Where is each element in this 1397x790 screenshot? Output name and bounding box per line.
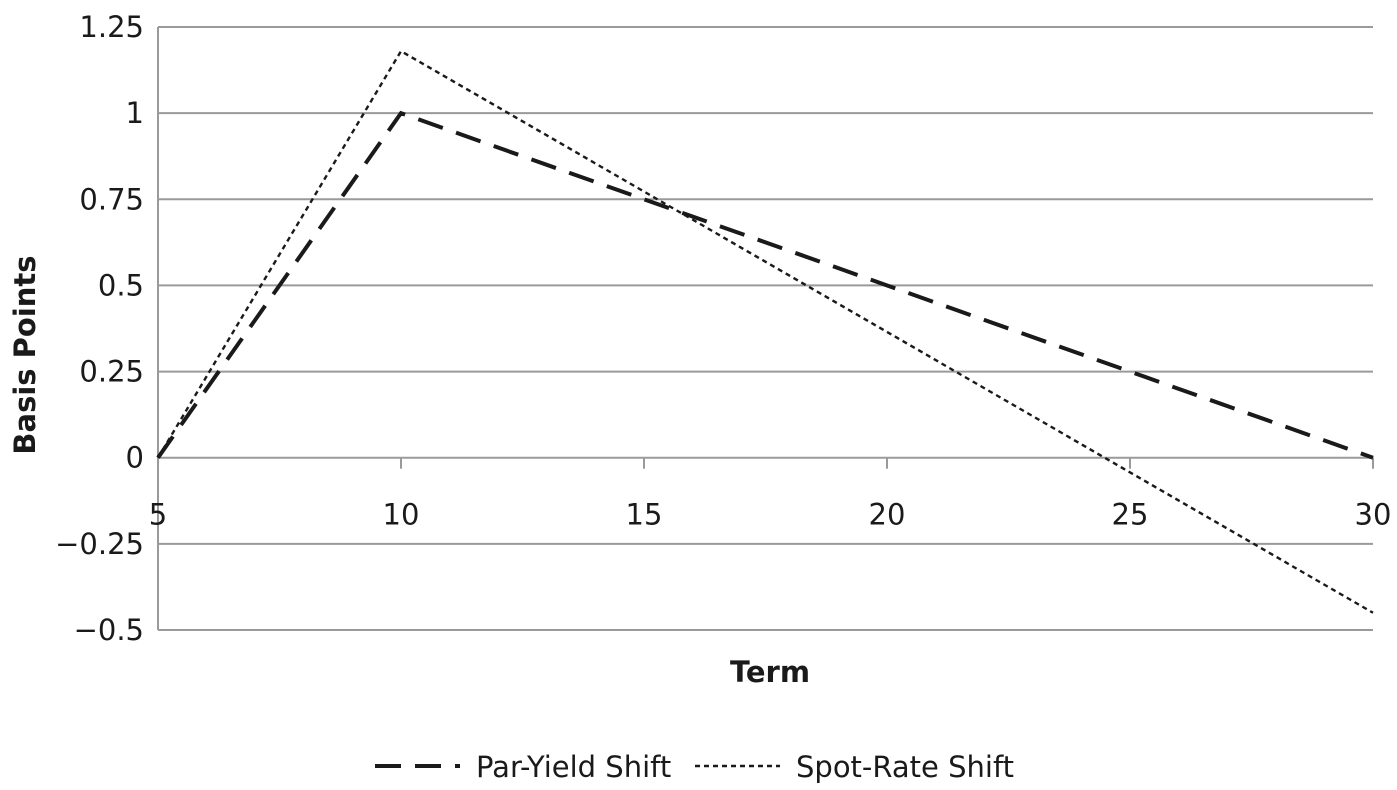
x-tick-label: 25 bbox=[1112, 498, 1149, 532]
y-tick-label: 0.75 bbox=[79, 182, 144, 216]
axes bbox=[157, 27, 1374, 630]
x-tick-label: 20 bbox=[869, 498, 906, 532]
tick-labels: 1.25 1 0.75 0.5 0.25 0 −0.25 −0.5 5 10 15 20 25 30 bbox=[55, 10, 1391, 647]
y-tick-label: 1 bbox=[126, 96, 144, 130]
y-tick-label: −0.5 bbox=[74, 613, 144, 647]
series-lines bbox=[156, 49, 1374, 614]
series-line-spot-rate-shift bbox=[156, 49, 1374, 614]
legend: Par-Yield Shift Spot-Rate Shift bbox=[375, 750, 1014, 784]
gridlines bbox=[158, 26, 1373, 631]
series-line-par-yield-shift bbox=[156, 110, 1374, 460]
x-tick-label: 10 bbox=[383, 498, 420, 532]
y-tick-label: 1.25 bbox=[79, 10, 144, 44]
x-tick-label: 30 bbox=[1355, 498, 1392, 532]
y-axis-title: Basis Points bbox=[8, 255, 42, 454]
legend-label-par-yield-shift: Par-Yield Shift bbox=[476, 750, 671, 784]
y-tick-label: 0 bbox=[126, 441, 144, 475]
legend-label-spot-rate-shift: Spot-Rate Shift bbox=[796, 750, 1014, 784]
x-tick-label: 15 bbox=[626, 498, 663, 532]
y-tick-label: 0.25 bbox=[79, 355, 144, 389]
y-tick-label: −0.25 bbox=[55, 527, 144, 561]
y-tick-label: 0.5 bbox=[98, 268, 144, 302]
x-tick-label: 5 bbox=[149, 498, 167, 532]
x-axis-title: Term bbox=[730, 655, 810, 689]
